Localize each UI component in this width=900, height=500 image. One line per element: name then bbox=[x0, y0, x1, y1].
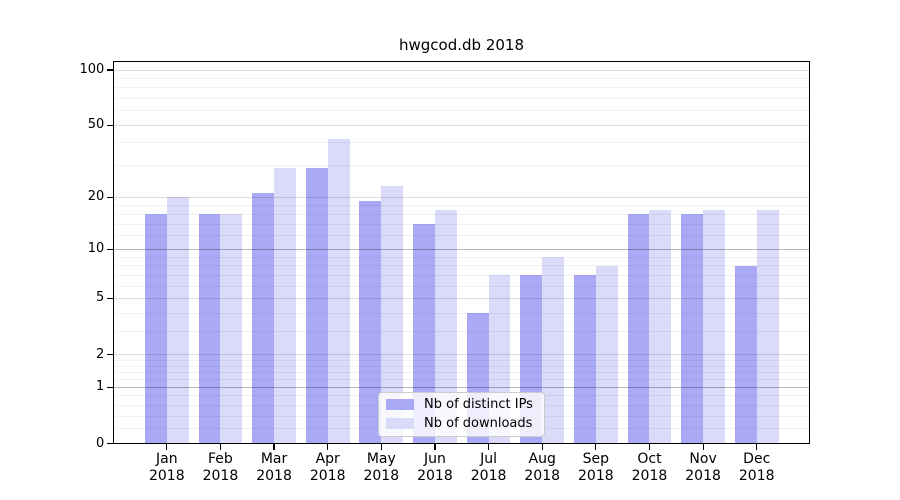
y-tick-mark bbox=[106, 69, 113, 71]
gridline-major bbox=[114, 124, 809, 126]
bar-downloads-jun bbox=[434, 209, 457, 444]
x-tick-label-jan: Jan 2018 bbox=[148, 451, 185, 484]
y-tick-label: 2 bbox=[96, 346, 105, 362]
x-tick-mark bbox=[219, 444, 222, 450]
bar-downloads-may bbox=[381, 186, 404, 444]
bar-downloads-aug bbox=[542, 257, 565, 444]
chart-title: hwgcod.db 2018 bbox=[399, 36, 524, 54]
legend: Nb of distinct IPs Nb of downloads bbox=[378, 391, 545, 437]
bar-ips-oct bbox=[627, 214, 650, 444]
bar-ips-mar bbox=[252, 193, 275, 444]
x-tick-mark bbox=[166, 444, 168, 450]
bar-ips-sep bbox=[573, 275, 596, 444]
x-tick-label-dec: Dec 2018 bbox=[738, 451, 775, 484]
gridline-major bbox=[114, 69, 809, 71]
gridline-minor bbox=[114, 274, 809, 276]
y-tick-label: 10 bbox=[87, 241, 105, 257]
x-tick-mark bbox=[541, 444, 543, 450]
gridline-minor bbox=[114, 204, 809, 206]
x-tick-label-feb: Feb 2018 bbox=[202, 451, 239, 484]
bar-downloads-feb bbox=[220, 214, 243, 444]
x-tick-mark bbox=[434, 444, 436, 450]
x-tick-mark bbox=[702, 444, 704, 450]
x-tick-label-nov: Nov 2018 bbox=[685, 451, 721, 484]
x-tick-mark bbox=[487, 444, 490, 450]
gridline-minor bbox=[114, 312, 809, 314]
bar-ips-apr bbox=[305, 168, 328, 444]
bar-ips-nov bbox=[681, 214, 704, 444]
bar-ips-jun bbox=[413, 224, 435, 444]
gridline-major bbox=[114, 386, 809, 388]
legend-label: Nb of downloads bbox=[424, 416, 533, 432]
bar-downloads-jan bbox=[166, 197, 189, 444]
bar-ips-may bbox=[359, 201, 382, 444]
bar-downloads-sep bbox=[595, 265, 618, 444]
gridline-minor bbox=[114, 359, 809, 361]
x-tick-mark bbox=[327, 444, 329, 450]
bar-ips-jan bbox=[144, 214, 167, 444]
gridline-minor bbox=[114, 77, 809, 79]
y-tick-mark bbox=[106, 386, 113, 388]
y-tick-mark bbox=[106, 442, 113, 445]
bar-downloads-nov bbox=[703, 209, 725, 444]
x-tick-label-jul: Jul 2018 bbox=[470, 451, 507, 484]
gridline-minor bbox=[114, 379, 809, 381]
legend-row: Nb of downloads bbox=[386, 414, 537, 434]
gridline-minor bbox=[114, 142, 809, 144]
y-tick-label: 0 bbox=[96, 435, 105, 451]
gridline-major bbox=[114, 248, 809, 250]
y-tick-label: 100 bbox=[79, 62, 105, 77]
legend-swatch-ips bbox=[386, 398, 414, 410]
gridline-major bbox=[114, 354, 809, 356]
gridline-minor bbox=[114, 256, 809, 258]
bar-downloads-mar bbox=[274, 168, 296, 444]
bar-ips-dec bbox=[734, 265, 757, 444]
gridline-minor bbox=[114, 365, 809, 367]
y-tick-label: 50 bbox=[87, 117, 105, 133]
x-tick-label-sep: Sep 2018 bbox=[578, 451, 614, 484]
x-tick-label-mar: Mar 2018 bbox=[256, 451, 292, 484]
legend-label: Nb of distinct IPs bbox=[424, 396, 533, 412]
gridline-major bbox=[114, 196, 809, 198]
x-tick-label-oct: Oct 2018 bbox=[631, 451, 668, 484]
y-tick-label: 20 bbox=[87, 189, 105, 205]
legend-row: Nb of distinct IPs bbox=[386, 395, 537, 415]
bar-downloads-apr bbox=[327, 139, 350, 444]
x-tick-label-jun: Jun 2018 bbox=[417, 451, 453, 484]
gridline-major bbox=[114, 297, 809, 299]
legend-swatch-downloads bbox=[386, 418, 414, 430]
bar-downloads-dec bbox=[756, 209, 779, 444]
gridline-minor bbox=[114, 165, 809, 167]
x-tick-mark bbox=[756, 444, 758, 450]
x-tick-label-aug: Aug 2018 bbox=[524, 451, 561, 484]
gridline-minor bbox=[114, 372, 809, 374]
x-tick-mark bbox=[595, 444, 597, 450]
y-tick-mark bbox=[106, 297, 113, 300]
y-tick-label: 1 bbox=[96, 379, 105, 395]
gridline-minor bbox=[114, 98, 809, 100]
x-tick-mark bbox=[380, 444, 382, 450]
y-tick-mark bbox=[106, 124, 113, 126]
gridline-minor bbox=[114, 213, 809, 215]
bar-ips-feb bbox=[198, 214, 221, 444]
gridline-minor bbox=[114, 87, 809, 89]
y-tick-mark bbox=[106, 196, 113, 198]
y-tick-label: 5 bbox=[96, 290, 105, 306]
gridline-minor bbox=[114, 330, 809, 332]
gridline-minor bbox=[114, 110, 809, 112]
gridline-minor bbox=[114, 285, 809, 287]
x-tick-mark bbox=[648, 444, 651, 450]
y-tick-mark bbox=[106, 248, 113, 251]
gridline-minor bbox=[114, 223, 809, 225]
gridline-minor bbox=[114, 265, 809, 267]
y-tick-mark bbox=[106, 353, 113, 356]
x-tick-label-may: May 2018 bbox=[363, 451, 400, 484]
x-tick-label-apr: Apr 2018 bbox=[309, 451, 346, 484]
x-tick-mark bbox=[273, 444, 275, 450]
bar-downloads-oct bbox=[649, 209, 672, 444]
gridline-minor bbox=[114, 235, 809, 237]
